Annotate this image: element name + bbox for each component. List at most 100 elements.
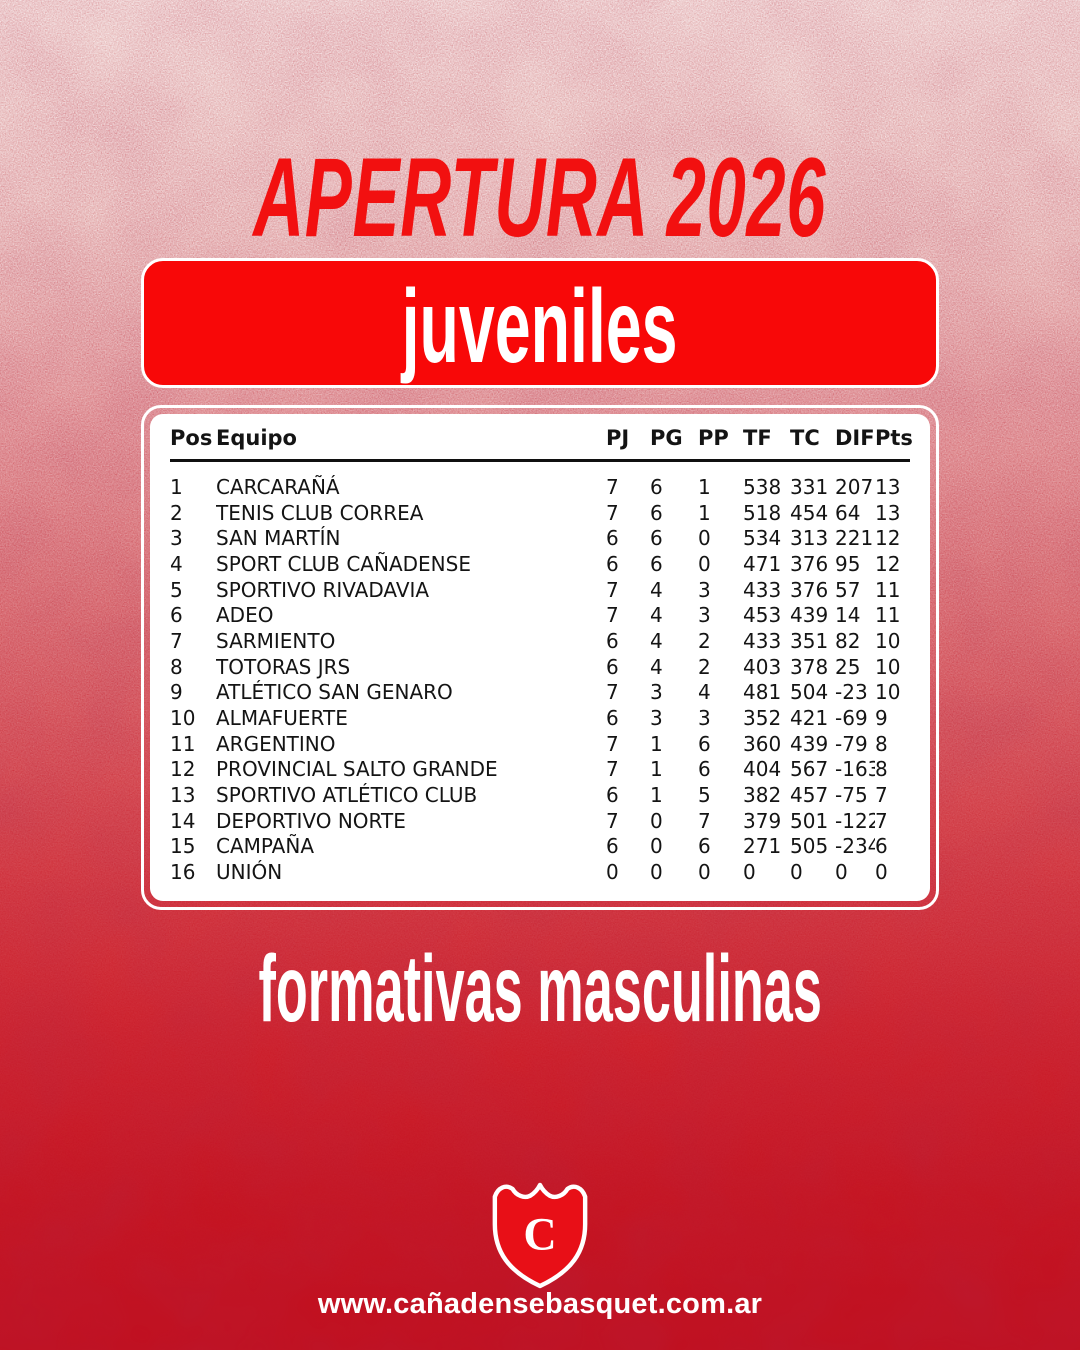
col-pos: Pos [170, 424, 216, 462]
cell-pts: 10 [875, 654, 901, 679]
cell-tc: 501 [790, 808, 829, 833]
cell-pts: 11 [875, 577, 901, 602]
table-row: 15 CAMPAÑA 6 0 6 271 505 -234 6 [170, 834, 910, 860]
cell-equipo: ATLÉTICO SAN GENARO [216, 680, 453, 705]
cell-tf: 403 [743, 654, 782, 679]
cell-pg: 0 [650, 808, 663, 833]
cell-pos: 15 [170, 834, 196, 859]
cell-equipo: CARCARAÑÁ [216, 474, 340, 499]
cell-tf: 352 [743, 706, 782, 731]
table-row: 11 ARGENTINO 7 1 6 360 439 -79 8 [170, 731, 910, 757]
cell-pts: 7 [875, 808, 888, 833]
cell-pts: 12 [875, 526, 901, 551]
cell-pos: 3 [170, 526, 183, 551]
cell-equipo: TOTORAS JRS [216, 654, 351, 679]
cell-tc: 567 [790, 757, 829, 782]
cell-pts: 11 [875, 603, 901, 628]
table-row: 3 SAN MARTÍN 6 6 0 534 313 221 12 [170, 525, 910, 551]
cell-equipo: SPORT CLUB CAÑADENSE [216, 551, 471, 576]
cell-dif: 14 [835, 603, 861, 628]
cell-equipo: SPORTIVO RIVADAVIA [216, 577, 430, 602]
cell-pts: 10 [875, 680, 901, 705]
cell-pg: 4 [650, 603, 663, 628]
cell-pos: 7 [170, 628, 183, 653]
cell-tc: 376 [790, 551, 829, 576]
cell-dif: -163 [835, 757, 875, 782]
cell-pg: 4 [650, 628, 663, 653]
cell-dif: 221 [835, 526, 874, 551]
cell-equipo: ARGENTINO [216, 731, 336, 756]
table-row: 14 DEPORTIVO NORTE 7 0 7 379 501 -122 7 [170, 808, 910, 834]
cell-pj: 6 [606, 706, 619, 731]
cell-equipo: SPORTIVO ATLÉTICO CLUB [216, 783, 478, 808]
cell-tc: 439 [790, 731, 829, 756]
cell-pos: 13 [170, 783, 196, 808]
cell-equipo: CAMPAÑA [216, 834, 315, 859]
cell-pp: 4 [698, 680, 711, 705]
cell-pg: 6 [650, 500, 663, 525]
table-row: 1 CARCARAÑÁ 7 6 1 538 331 207 13 [170, 461, 910, 500]
cell-tf: 518 [743, 500, 782, 525]
cell-tf: 382 [743, 783, 782, 808]
club-logo-letter: C [523, 1209, 556, 1260]
cell-pj: 6 [606, 551, 619, 576]
cell-tf: 433 [743, 628, 782, 653]
cell-pp: 6 [698, 834, 711, 859]
cell-tf: 471 [743, 551, 782, 576]
cell-tf: 534 [743, 526, 782, 551]
cell-pts: 8 [875, 731, 888, 756]
cell-tc: 505 [790, 834, 829, 859]
cell-tc: 378 [790, 654, 829, 679]
cell-pg: 1 [650, 731, 663, 756]
col-tc: TC [790, 424, 835, 462]
cell-pj: 7 [606, 680, 619, 705]
cell-pp: 1 [698, 474, 711, 499]
cell-pos: 2 [170, 500, 183, 525]
category-banner: juveniles [141, 258, 939, 388]
cell-pj: 0 [606, 860, 619, 885]
cell-pg: 3 [650, 706, 663, 731]
cell-pos: 14 [170, 808, 196, 833]
cell-equipo: PROVINCIAL SALTO GRANDE [216, 757, 498, 782]
col-tf: TF [743, 424, 790, 462]
cell-pj: 7 [606, 731, 619, 756]
cell-tc: 504 [790, 680, 829, 705]
page-title-text: APERTURA 2026 [253, 135, 827, 260]
standings-card: Pos Equipo PJ PG PP TF TC DIF Pts 1 CARCARAÑÁ 7 6 1 5… [150, 414, 930, 901]
cell-tc: 457 [790, 783, 829, 808]
cell-dif: -122 [835, 808, 875, 833]
cell-pj: 7 [606, 757, 619, 782]
cell-dif: 25 [835, 654, 861, 679]
cell-pg: 0 [650, 834, 663, 859]
table-row: 13 SPORTIVO ATLÉTICO CLUB 6 1 5 382 457 -75 7 [170, 782, 910, 808]
shield-icon: C [492, 1182, 588, 1289]
cell-dif: -234 [835, 834, 875, 859]
website-url: www.cañadensebasquet.com.ar [317, 1288, 763, 1320]
cell-pos: 10 [170, 706, 196, 731]
cell-tf: 379 [743, 808, 782, 833]
cell-pts: 9 [875, 706, 888, 731]
cell-pp: 0 [698, 526, 711, 551]
cell-pts: 13 [875, 474, 901, 499]
cell-tc: 454 [790, 500, 829, 525]
cell-pp: 2 [698, 628, 711, 653]
cell-equipo: ALMAFUERTE [216, 706, 348, 731]
cell-tf: 0 [743, 860, 756, 885]
cell-tf: 538 [743, 474, 782, 499]
cell-pts: 8 [875, 757, 888, 782]
cell-pp: 3 [698, 706, 711, 731]
cell-pts: 6 [875, 834, 888, 859]
cell-pts: 13 [875, 500, 901, 525]
cell-pp: 2 [698, 654, 711, 679]
cell-pos: 16 [170, 860, 196, 885]
cell-pj: 6 [606, 628, 619, 653]
col-pj: PJ [606, 424, 650, 462]
table-row: 12 PROVINCIAL SALTO GRANDE 7 1 6 404 567 -163 8 [170, 757, 910, 783]
cell-dif: -69 [835, 706, 868, 731]
cell-pj: 6 [606, 834, 619, 859]
cell-dif: 64 [835, 500, 861, 525]
cell-pts: 0 [875, 860, 888, 885]
cell-pj: 7 [606, 808, 619, 833]
table-row: 2 TENIS CLUB CORREA 7 6 1 518 454 64 13 [170, 500, 910, 526]
